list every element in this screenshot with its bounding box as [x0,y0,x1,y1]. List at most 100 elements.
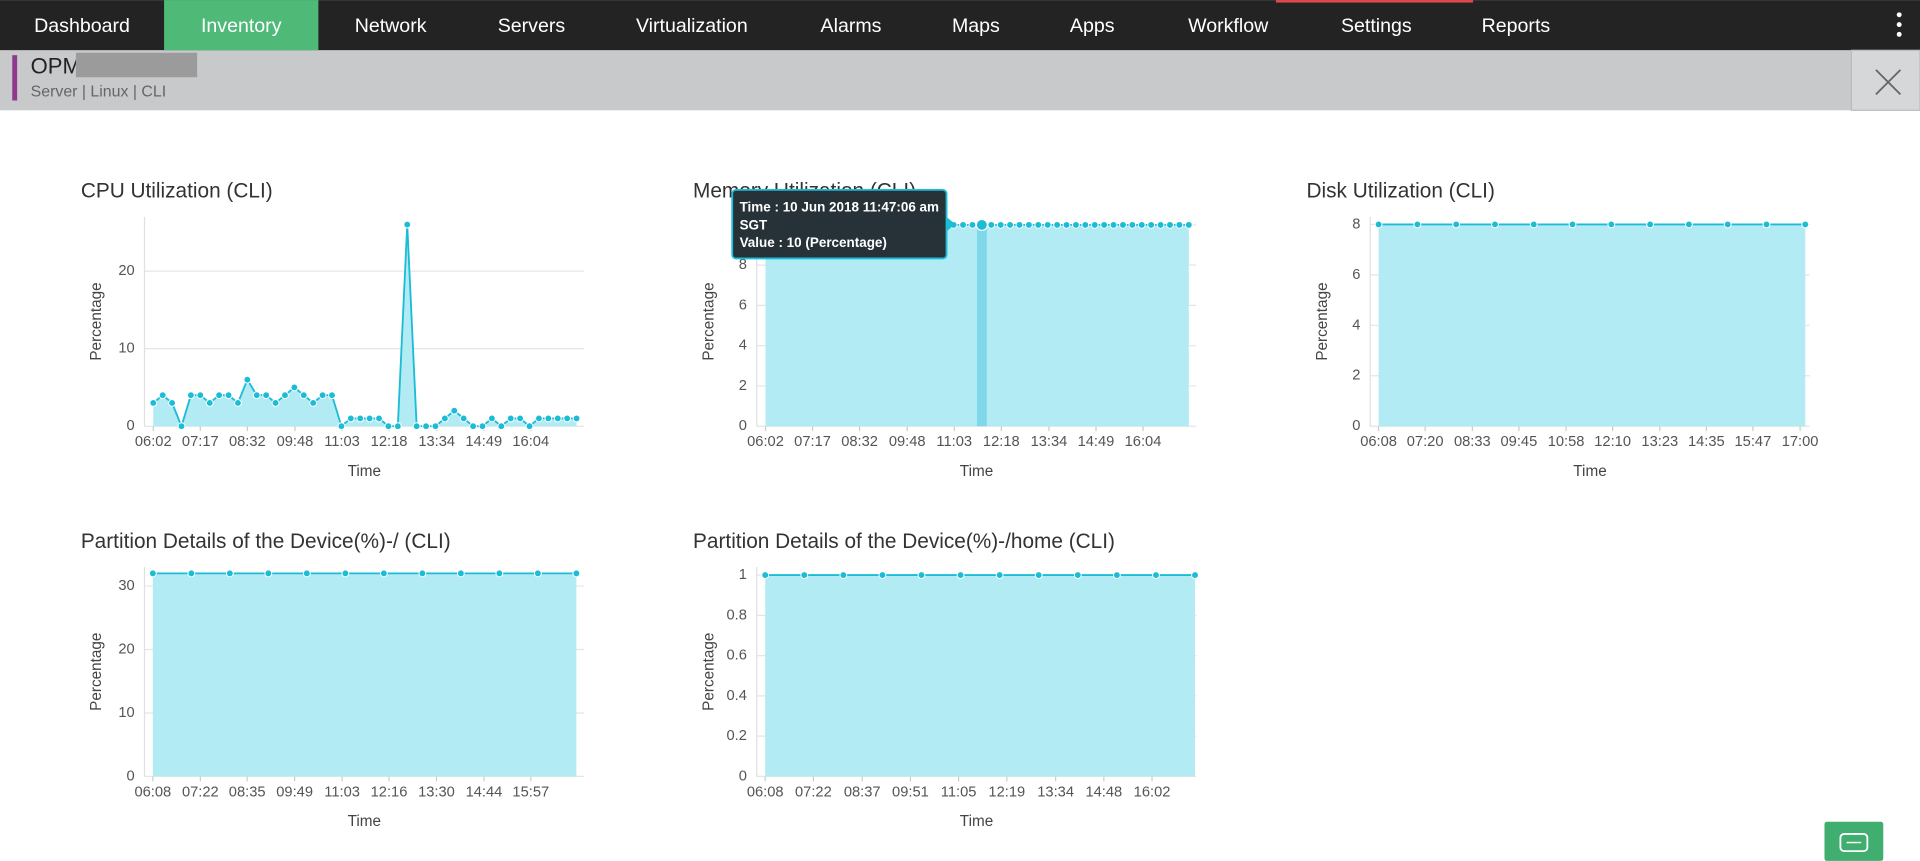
chart-title: CPU Utilization (CLI) [81,180,273,203]
chart-title: Partition Details of the Device(%)-/ (CL… [81,530,451,553]
data-point [1156,220,1165,229]
data-point [1491,220,1499,229]
data-point [1073,571,1082,580]
hover-band [976,224,987,427]
header-bar [0,50,1920,111]
x-tick-label: 12:18 [983,434,1020,450]
data-point [1024,220,1033,229]
tooltip-line: Time : 10 Jun 2018 11:47:06 am [740,200,939,215]
x-tick-label: 06:08 [1360,434,1397,450]
nav-item[interactable]: Dashboard [34,15,130,37]
data-point [533,569,542,578]
x-tick-label: 11:03 [324,784,360,800]
y-axis-label: Percentage [700,282,717,360]
dot [1896,22,1902,28]
nav-item[interactable]: Inventory [201,15,282,37]
x-tick-label: 16:04 [512,434,549,450]
x-tick-label: 14:49 [1078,434,1115,450]
data-point [1152,571,1160,580]
nav-item[interactable]: Settings [1341,15,1412,37]
data-point [337,422,346,431]
data-point [225,569,234,578]
data-point [459,414,468,423]
y-tick-label: 6 [1352,267,1360,283]
data-point [1072,220,1080,229]
data-point [403,220,412,229]
y-axis-label: Percentage [1314,282,1331,360]
y-tick-label: 20 [118,263,134,279]
data-point [1413,220,1422,229]
nav-active [164,0,319,51]
nav-item[interactable]: Alarms [821,15,882,37]
nav-item[interactable]: Network [355,15,427,37]
data-point [186,391,195,400]
x-tick-label: 09:48 [277,434,314,450]
nav-item[interactable]: Reports [1482,15,1551,37]
data-point [968,220,977,229]
x-tick-label: 16:02 [1134,784,1171,800]
device-title: OPM [31,54,81,79]
x-tick-label: 08:32 [229,434,266,450]
y-tick-label: 30 [118,578,134,594]
data-point [839,571,848,580]
y-tick-label: 0.4 [727,688,747,704]
y-tick-label: 1 [739,567,747,583]
nav-item[interactable]: Maps [952,15,1000,37]
y-tick-label: 8 [739,257,747,273]
x-tick-label: 13:34 [418,434,455,450]
data-point [309,399,318,407]
data-point [995,571,1004,580]
menu-button[interactable] [1896,12,1902,37]
data-point [1006,220,1014,229]
data-point [572,569,581,578]
x-tick-label: 07:20 [1407,434,1444,450]
data-point [1015,220,1024,229]
data-point [1175,220,1184,229]
data-point [506,414,515,423]
data-point [1062,220,1071,229]
data-point [431,422,440,431]
y-tick-label: 0 [127,418,135,434]
x-tick-label: 15:57 [512,784,549,800]
x-tick-label: 16:04 [1125,434,1162,450]
x-tick-label: 09:45 [1501,434,1538,450]
x-tick-label: 13:23 [1641,434,1678,450]
close-icon [1875,69,1902,96]
data-point [393,422,402,431]
y-tick-label: 0 [739,418,747,434]
y-tick-label: 4 [739,338,747,354]
data-point [553,414,562,423]
data-point [205,399,214,407]
dot [1896,31,1902,37]
y-tick-label: 0 [739,768,747,784]
data-point [996,220,1005,229]
x-tick-label: 08:35 [229,784,266,800]
data-point [375,414,383,423]
area [1378,224,1806,427]
x-tick-label: 12:18 [371,434,408,450]
data-point [1043,220,1052,229]
data-point [878,571,887,580]
nav-item[interactable]: Servers [498,15,566,37]
y-tick-label: 0.8 [727,607,747,623]
data-point [487,414,496,423]
x-tick-label: 15:47 [1735,434,1772,450]
data-point [1081,220,1090,229]
data-point [450,406,459,415]
nav-item[interactable]: Workflow [1188,15,1269,37]
x-tick-label: 12:16 [371,784,408,800]
chart-title: Disk Utilization (CLI) [1307,180,1495,203]
close-button[interactable] [1850,49,1920,111]
data-point [412,422,421,431]
nav-item[interactable]: Apps [1070,15,1115,37]
data-point [168,399,177,407]
data-point [440,414,449,423]
data-point [187,569,196,578]
x-tick-label: 14:48 [1085,784,1122,800]
data-point [1762,220,1771,229]
data-point [422,422,430,431]
data-point [1529,220,1538,229]
chat-button[interactable] [1824,821,1884,861]
data-point [1137,220,1146,229]
nav-item[interactable]: Virtualization [636,15,748,37]
